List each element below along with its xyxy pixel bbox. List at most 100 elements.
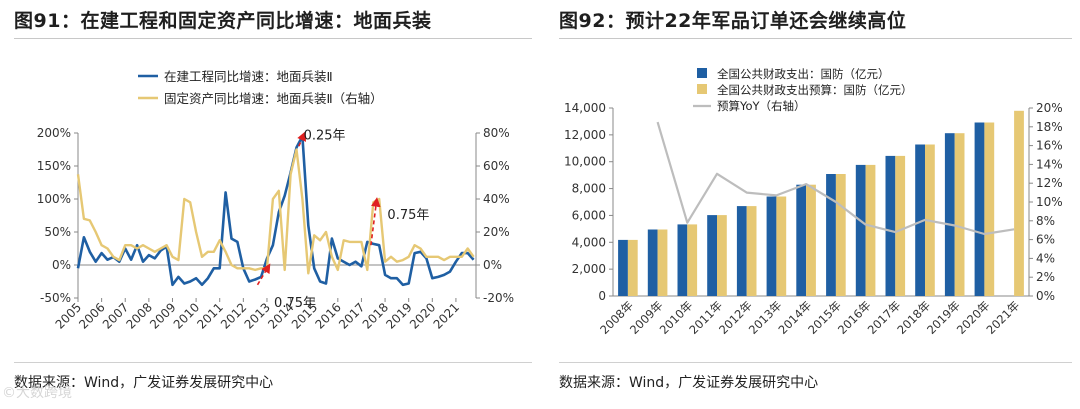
left-y-tick-label: 0% [52,258,71,272]
right-source: 数据来源：Wind，广发证券发展研究中心 [559,375,819,391]
bar-0-6 [796,184,807,296]
x-tick-label: 2012 [218,300,249,331]
annotation-label-0: 0.25年 [304,129,346,144]
left-y-tick-label: 4,000 [572,235,606,249]
right-y-tick-label: 10% [1036,195,1063,209]
x-tick-label: 2021 [431,300,462,331]
right-footer-rule [559,362,1072,363]
annotation-arrow-1 [256,263,271,286]
bar-0-11 [944,133,955,296]
bar-1-2 [687,224,698,296]
left-y-tick-label: 6,000 [572,208,606,222]
right-y-tick-label: 16% [1036,139,1063,153]
bar-1-8 [865,164,876,296]
left-y-tick-label: 150% [37,159,71,173]
x-tick-label: 2008 [123,300,154,331]
bar-1-3 [717,215,727,296]
bar-1-6 [806,184,816,296]
x-tick-label: 2010 [171,300,202,331]
left-y-tick-label: 8,000 [572,182,606,196]
bar-0-2 [677,224,688,296]
left-title-rule [14,38,532,39]
x-tick-label: 2020 [407,300,438,331]
x-tick-label: 2017 [336,300,367,331]
bar-0-4 [736,206,747,296]
right-y-tick-label: 20% [483,225,510,239]
right-y-tick-label: 18% [1036,120,1063,134]
legend-label-2: 预算YoY（右轴） [717,99,806,113]
annotation-label-2: 0.75年 [387,208,429,223]
bar-0-12 [974,122,985,296]
x-tick-label: 2007 [100,300,131,331]
watermark: ©大数跨境 [2,385,72,401]
right-y-tick-label: 12% [1036,176,1063,190]
left-footer-rule [14,362,532,363]
bar-1-4 [746,206,757,296]
left-y-tick-label: 12,000 [564,128,606,142]
legend-label-1: 固定资产同比增速：地面兵装Ⅱ（右轴） [164,91,383,106]
bar-1-0 [627,239,638,296]
bar-1-5 [776,196,787,296]
right-y-tick-label: 0% [1036,289,1055,303]
annotation-arrow-2 [370,197,381,246]
right-y-tick-label: 4% [1036,251,1055,265]
legend-label-0: 在建工程同比增速：地面兵装Ⅱ [164,69,333,84]
right-y-tick-label: 2% [1036,270,1055,284]
bar-0-3 [707,215,717,296]
series-line-1 [76,148,475,275]
x-tick-label: 2006 [76,300,107,331]
left-y-tick-label: 2,000 [572,262,606,276]
legend-label-1: 全国公共财政支出预算：国防（亿元） [717,83,913,97]
left-panel: 图91：在建工程和固定资产同比增速：地面兵装 200% 150% 100% 50% 0%… [14,10,532,391]
annotation-label-1: 0.75年 [274,296,316,311]
right-y-tick-label: 20% [1036,101,1063,115]
right-y-tick-label: 14% [1036,157,1063,171]
bar-1-7 [835,174,846,296]
right-title: 图92：预计22年军品订单还会继续高位 [559,10,907,32]
annotation-arrow-0 [297,131,306,147]
x-tick-label: 2009 [147,300,178,331]
left-y-tick-label: 10,000 [564,155,606,169]
right-y-tick-label: -20% [483,291,514,305]
left-y-tick-label: 14,000 [564,101,606,115]
left-source: 数据来源：Wind，广发证券发展研究中心 [14,375,274,391]
left-chart: 200% 150% 100% 50% 0% -50% 80% 60% 40% 20% 0% -20% 2… [37,69,514,332]
bar-0-10 [915,144,925,296]
x-tick-label: 2018 [360,300,391,331]
bar-1-1 [657,229,668,296]
right-y-tick-label: 60% [483,159,510,173]
left-title: 图91：在建工程和固定资产同比增速：地面兵装 [14,10,432,32]
left-y-tick-label: 0 [598,289,606,303]
x-tick-label: 2019 [383,300,414,331]
bar-0-9 [885,155,896,296]
right-y-tick-label: 0% [483,258,502,272]
right-y-tick-label: 8% [1036,214,1055,228]
left-y-tick-label: 100% [37,192,71,206]
bar-0-8 [855,164,866,296]
x-tick-label: 2011 [194,300,225,331]
x-tick-label: 2016 [312,300,343,331]
bar-0-0 [618,239,628,296]
bar-1-11 [954,133,965,296]
bar-0-5 [766,196,777,296]
legend-swatch-1 [697,84,707,94]
yoy-line [656,121,1015,236]
right-chart: 14,000 12,000 10,000 8,000 6,000 4,000 2,000 0 2… [564,67,1063,337]
right-y-tick-label: 6% [1036,233,1055,247]
legend-swatch-0 [697,68,707,78]
right-panel: 图92：预计22年军品订单还会继续高位 14,000 12,000 10,000 8,… [545,0,1080,409]
bar-0-1 [647,229,658,296]
bar-1-9 [895,155,906,296]
x-tick-label: 2013 [242,300,273,331]
x-tick-label: 2021年 [984,298,1023,337]
bar-0-7 [826,174,836,296]
right-y-tick-label: 40% [483,192,510,206]
left-y-tick-label: 50% [44,225,71,239]
series-line-0 [76,135,475,287]
left-y-tick-label: 200% [37,126,71,140]
left-y-tick-label: -50% [40,291,71,305]
bar-1-13 [1014,110,1024,296]
bar-1-12 [984,122,995,296]
right-title-rule [559,38,1072,39]
right-y-tick-label: 80% [483,126,510,140]
